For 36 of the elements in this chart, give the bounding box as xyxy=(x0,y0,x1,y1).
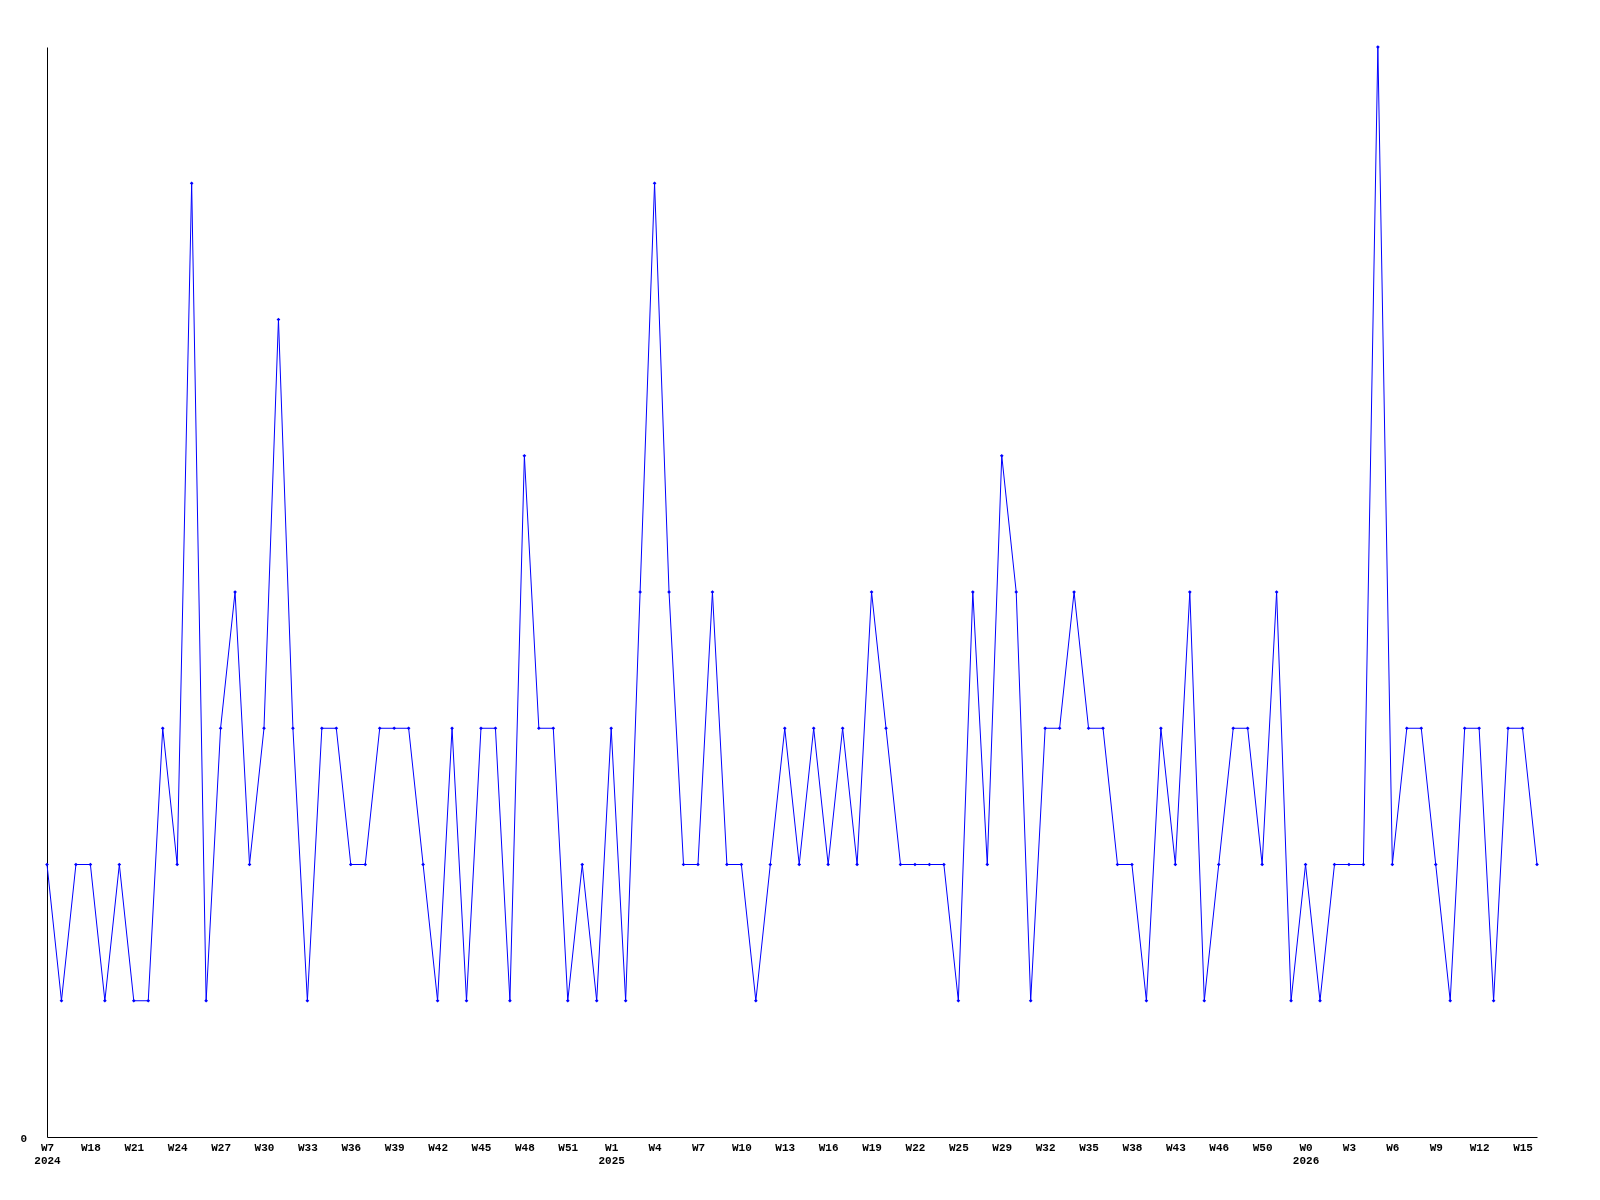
x-tick-label: W9 xyxy=(1429,1141,1443,1154)
x-tick-label: W42 xyxy=(428,1141,448,1154)
x-tick-label: W12 xyxy=(1469,1141,1490,1154)
x-tick-label: W3 xyxy=(1342,1141,1357,1154)
x-tick-label: W35 xyxy=(1079,1141,1100,1154)
x-tick-label: W25 xyxy=(948,1141,970,1154)
x-tick-label: W10 xyxy=(731,1141,752,1154)
x-tick-label: W22 xyxy=(905,1141,926,1154)
x-tick-label: W39 xyxy=(384,1141,405,1154)
x-tick-label: W0 2026 xyxy=(1292,1141,1320,1167)
x-tick-label: W32 xyxy=(1035,1141,1056,1154)
x-tick-label: W18 xyxy=(80,1141,102,1154)
x-tick-label: W21 xyxy=(124,1141,145,1154)
x-tick-label: W46 xyxy=(1209,1141,1230,1154)
x-tick-label: W4 xyxy=(648,1141,663,1154)
x-tick-label: W7 xyxy=(691,1141,706,1154)
x-tick-label: W6 xyxy=(1386,1141,1400,1154)
x-tick-label: W38 xyxy=(1122,1141,1143,1154)
x-tick-label: W29 xyxy=(992,1141,1013,1154)
x-tick-label: W36 xyxy=(341,1141,362,1154)
x-tick-label: W13 xyxy=(775,1141,796,1154)
x-tick-label: W50 xyxy=(1252,1141,1273,1154)
x-tick-label: W16 xyxy=(818,1141,839,1154)
x-tick-label: W19 xyxy=(862,1141,882,1154)
x-tick-label: W24 xyxy=(167,1141,188,1154)
x-tick-label: W15 xyxy=(1513,1141,1534,1154)
x-tick-label: W30 xyxy=(254,1141,275,1154)
x-tick-label: W1 2025 xyxy=(598,1141,626,1167)
x-tick-label: W48 xyxy=(514,1141,536,1154)
x-tick-label: W45 xyxy=(471,1141,492,1154)
x-tick-label: W27 xyxy=(211,1141,231,1154)
x-tick-label: W43 xyxy=(1165,1141,1187,1154)
text: 0 xyxy=(20,1133,27,1145)
x-tick-label: W33 xyxy=(297,1141,319,1154)
x-tick-label: W51 xyxy=(558,1141,579,1154)
x-tick-label: W7 2024 xyxy=(34,1141,62,1167)
